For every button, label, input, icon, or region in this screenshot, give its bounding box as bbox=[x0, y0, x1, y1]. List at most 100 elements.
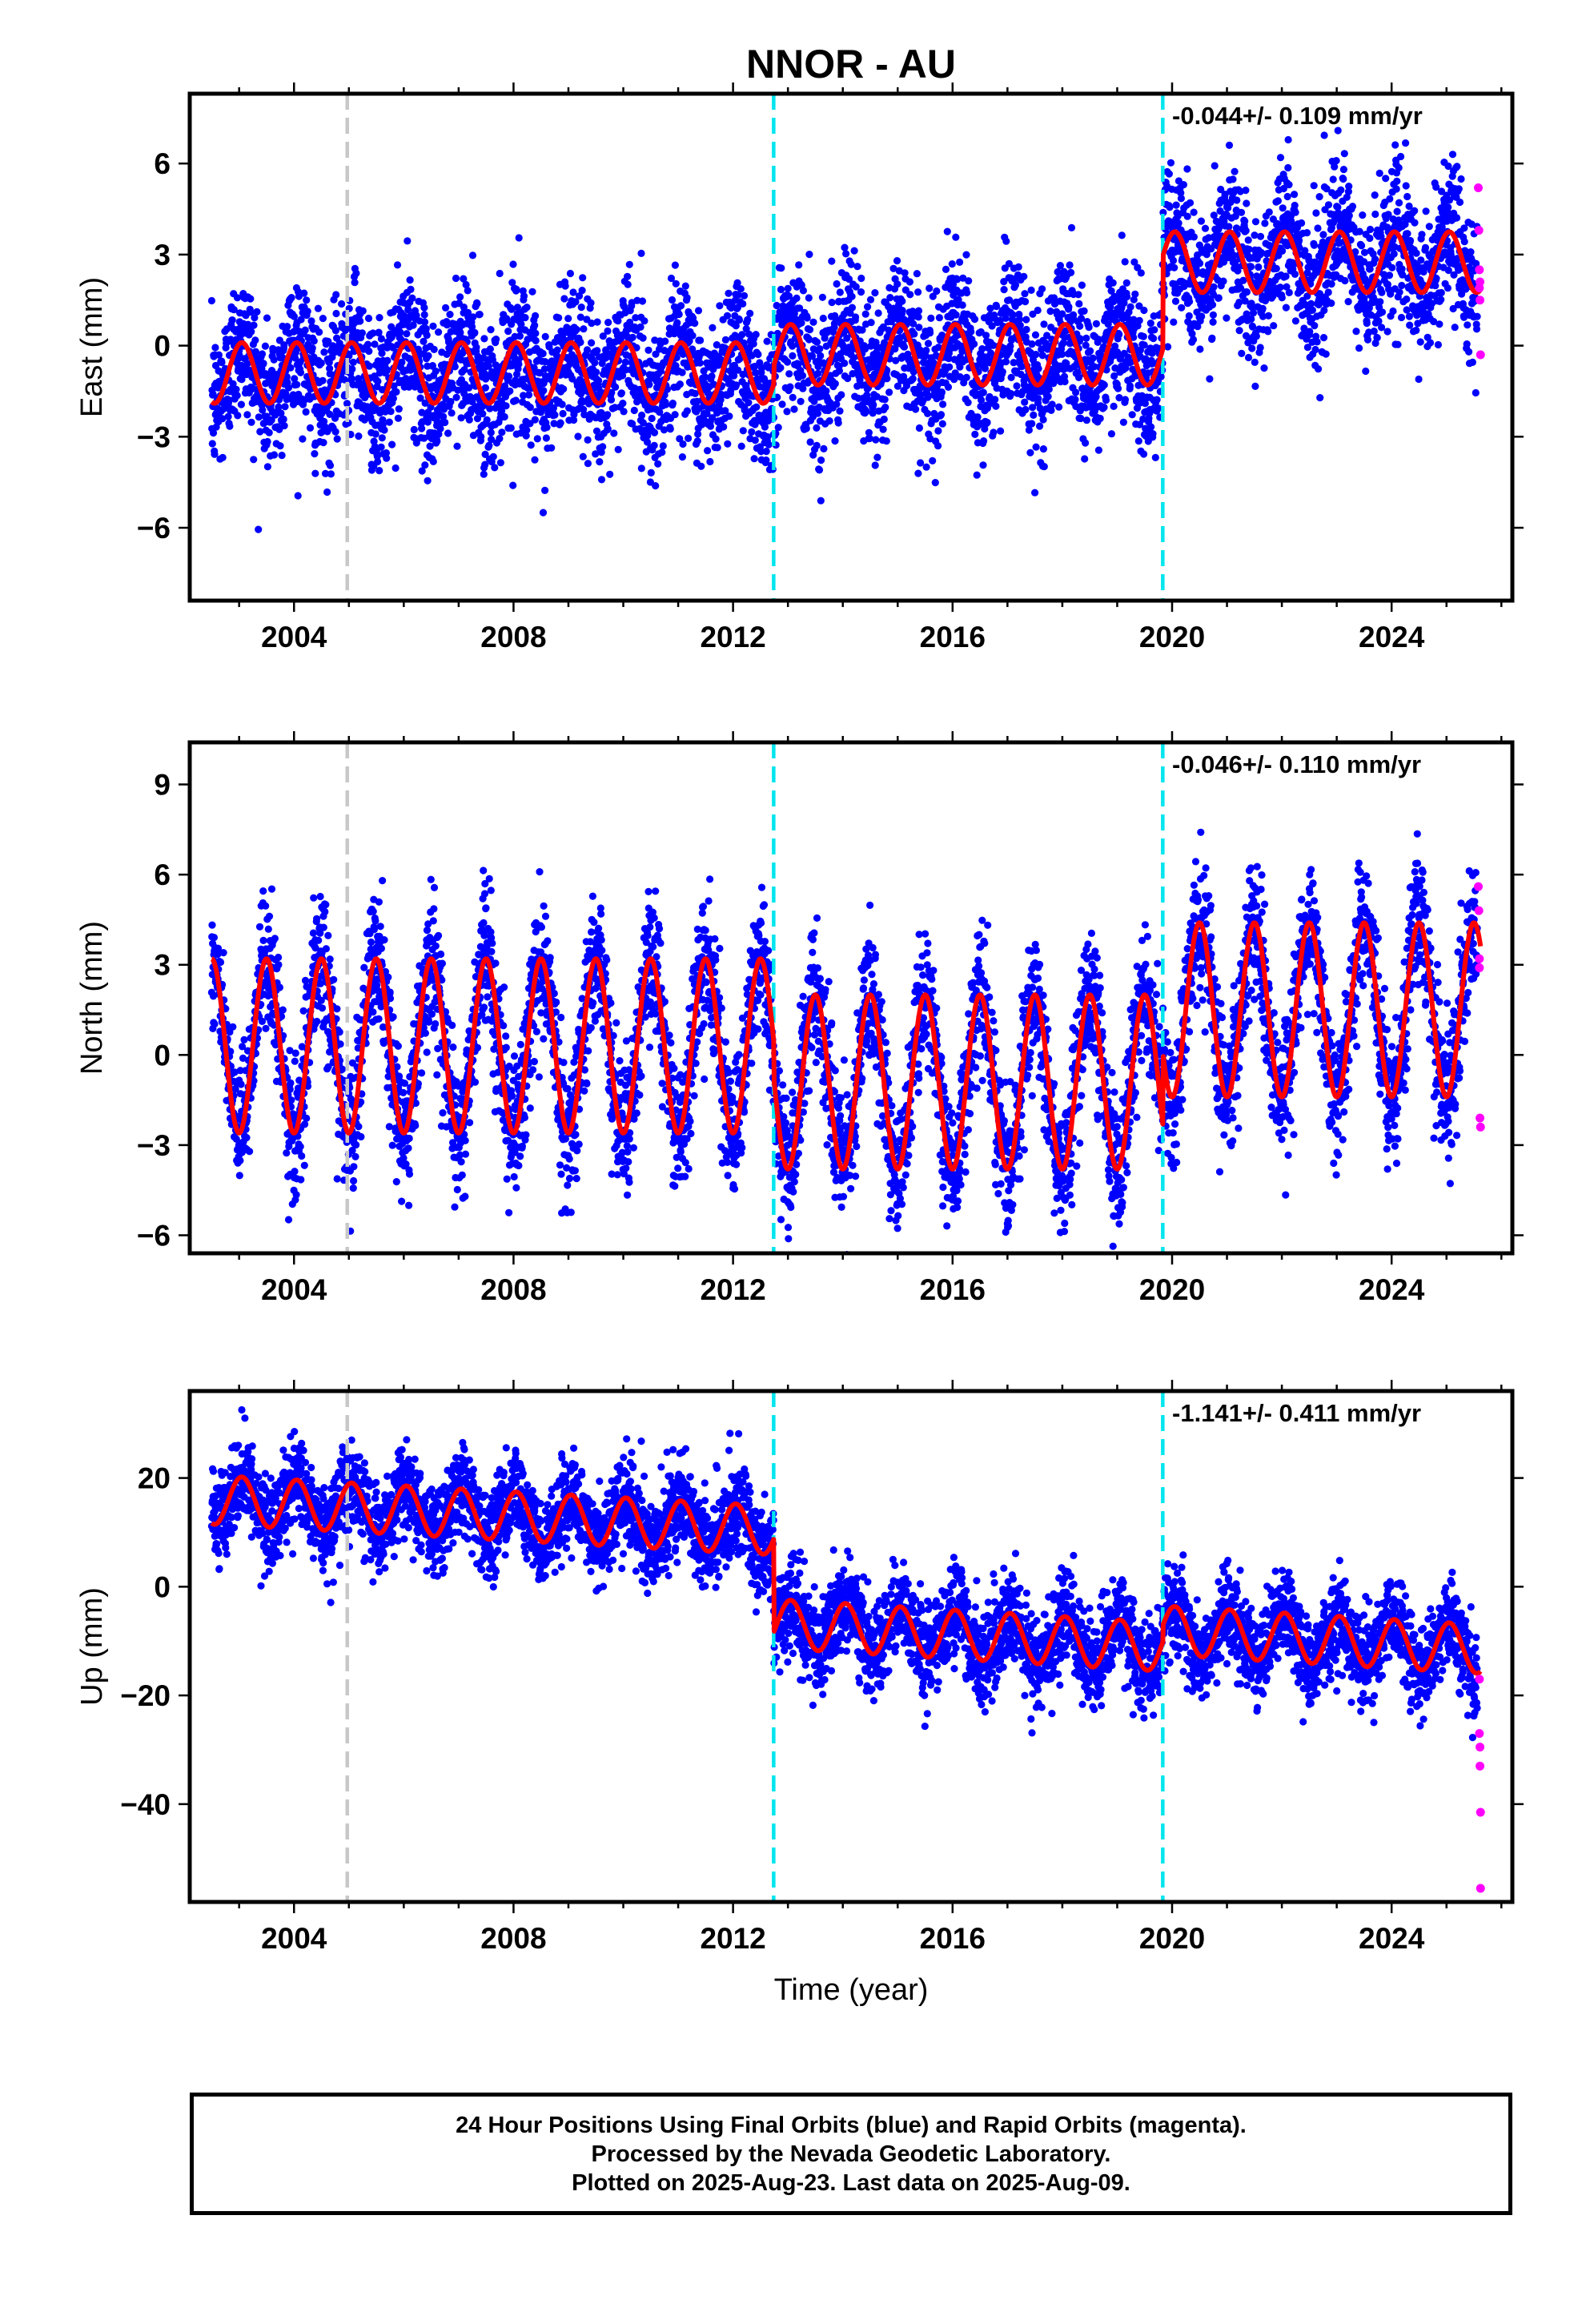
data-point bbox=[1002, 314, 1010, 322]
data-point bbox=[763, 337, 771, 345]
data-point bbox=[351, 279, 359, 287]
data-point bbox=[592, 450, 600, 458]
data-point bbox=[956, 258, 964, 266]
data-point bbox=[587, 299, 595, 307]
data-point bbox=[675, 310, 683, 319]
data-point bbox=[683, 294, 691, 302]
data-point bbox=[477, 432, 485, 441]
data-point bbox=[481, 384, 490, 392]
data-point bbox=[1391, 141, 1399, 149]
data-point bbox=[319, 315, 327, 323]
data-point bbox=[396, 328, 404, 336]
data-point bbox=[697, 462, 705, 470]
data-point bbox=[243, 360, 251, 368]
data-point bbox=[1403, 230, 1411, 238]
data-point bbox=[289, 391, 297, 399]
data-point bbox=[701, 373, 709, 381]
data-point bbox=[577, 304, 585, 312]
data-point bbox=[405, 383, 413, 391]
data-point bbox=[1397, 313, 1406, 322]
data-point bbox=[1291, 208, 1299, 216]
data-point bbox=[1244, 353, 1253, 362]
data-point bbox=[432, 367, 440, 376]
data-point bbox=[1022, 298, 1030, 306]
data-point bbox=[1209, 311, 1217, 319]
data-point bbox=[1089, 354, 1097, 362]
data-point bbox=[1233, 196, 1241, 204]
data-point bbox=[636, 323, 644, 331]
data-point bbox=[556, 419, 564, 427]
data-point bbox=[879, 425, 887, 433]
data-point bbox=[1303, 229, 1311, 237]
data-point bbox=[509, 260, 517, 268]
data-point bbox=[1165, 170, 1173, 178]
data-point bbox=[283, 373, 291, 381]
data-point bbox=[416, 394, 424, 402]
data-point bbox=[1406, 321, 1414, 329]
data-point bbox=[1291, 191, 1299, 199]
data-point bbox=[998, 368, 1006, 376]
data-point bbox=[224, 412, 232, 420]
data-point bbox=[300, 289, 308, 297]
data-point bbox=[1166, 159, 1175, 167]
figure-title: NNOR - AU bbox=[746, 42, 956, 86]
data-point bbox=[1067, 223, 1076, 231]
data-point bbox=[1405, 312, 1413, 320]
data-point bbox=[866, 296, 875, 304]
data-point bbox=[1337, 186, 1345, 194]
data-point bbox=[883, 375, 891, 383]
data-point bbox=[983, 418, 991, 427]
data-point bbox=[619, 400, 627, 408]
data-point bbox=[754, 350, 762, 359]
data-point bbox=[693, 437, 701, 445]
data-point bbox=[737, 442, 745, 450]
data-point bbox=[893, 257, 901, 265]
data-point bbox=[717, 390, 725, 398]
data-point bbox=[480, 335, 488, 343]
data-point bbox=[225, 396, 233, 404]
final-orbit-points-east bbox=[207, 127, 1481, 533]
data-point bbox=[1229, 175, 1237, 183]
data-point bbox=[348, 365, 356, 373]
data-point bbox=[786, 383, 794, 391]
data-point bbox=[1094, 336, 1102, 344]
data-point bbox=[1067, 268, 1075, 276]
data-point bbox=[247, 418, 255, 426]
data-point bbox=[1039, 445, 1047, 453]
data-point bbox=[1034, 306, 1042, 315]
data-point bbox=[938, 388, 946, 396]
data-point bbox=[1284, 135, 1292, 144]
data-point bbox=[733, 381, 741, 389]
data-point bbox=[369, 329, 377, 337]
data-point bbox=[1172, 201, 1180, 209]
data-point bbox=[1291, 201, 1299, 210]
data-point bbox=[227, 385, 235, 394]
data-point bbox=[597, 476, 606, 484]
data-point bbox=[572, 325, 580, 334]
data-point bbox=[1307, 300, 1315, 308]
data-point bbox=[593, 347, 601, 355]
data-point bbox=[1278, 294, 1286, 302]
data-point bbox=[1131, 290, 1139, 298]
data-point bbox=[409, 321, 417, 329]
data-point bbox=[1259, 304, 1267, 312]
data-point bbox=[1196, 259, 1204, 267]
data-point bbox=[1256, 232, 1265, 240]
data-point bbox=[777, 285, 785, 294]
data-point bbox=[745, 399, 753, 407]
data-point bbox=[373, 452, 381, 460]
data-point bbox=[1261, 219, 1269, 227]
data-point bbox=[696, 359, 704, 367]
data-point bbox=[1371, 255, 1379, 263]
data-point bbox=[371, 340, 379, 348]
data-point bbox=[329, 342, 337, 350]
data-point bbox=[943, 227, 951, 235]
data-point bbox=[709, 414, 717, 422]
data-point bbox=[1312, 209, 1320, 217]
data-point bbox=[1225, 223, 1233, 231]
data-point bbox=[1048, 400, 1056, 408]
data-point bbox=[410, 425, 418, 434]
data-point bbox=[391, 464, 400, 472]
data-point bbox=[532, 336, 540, 344]
